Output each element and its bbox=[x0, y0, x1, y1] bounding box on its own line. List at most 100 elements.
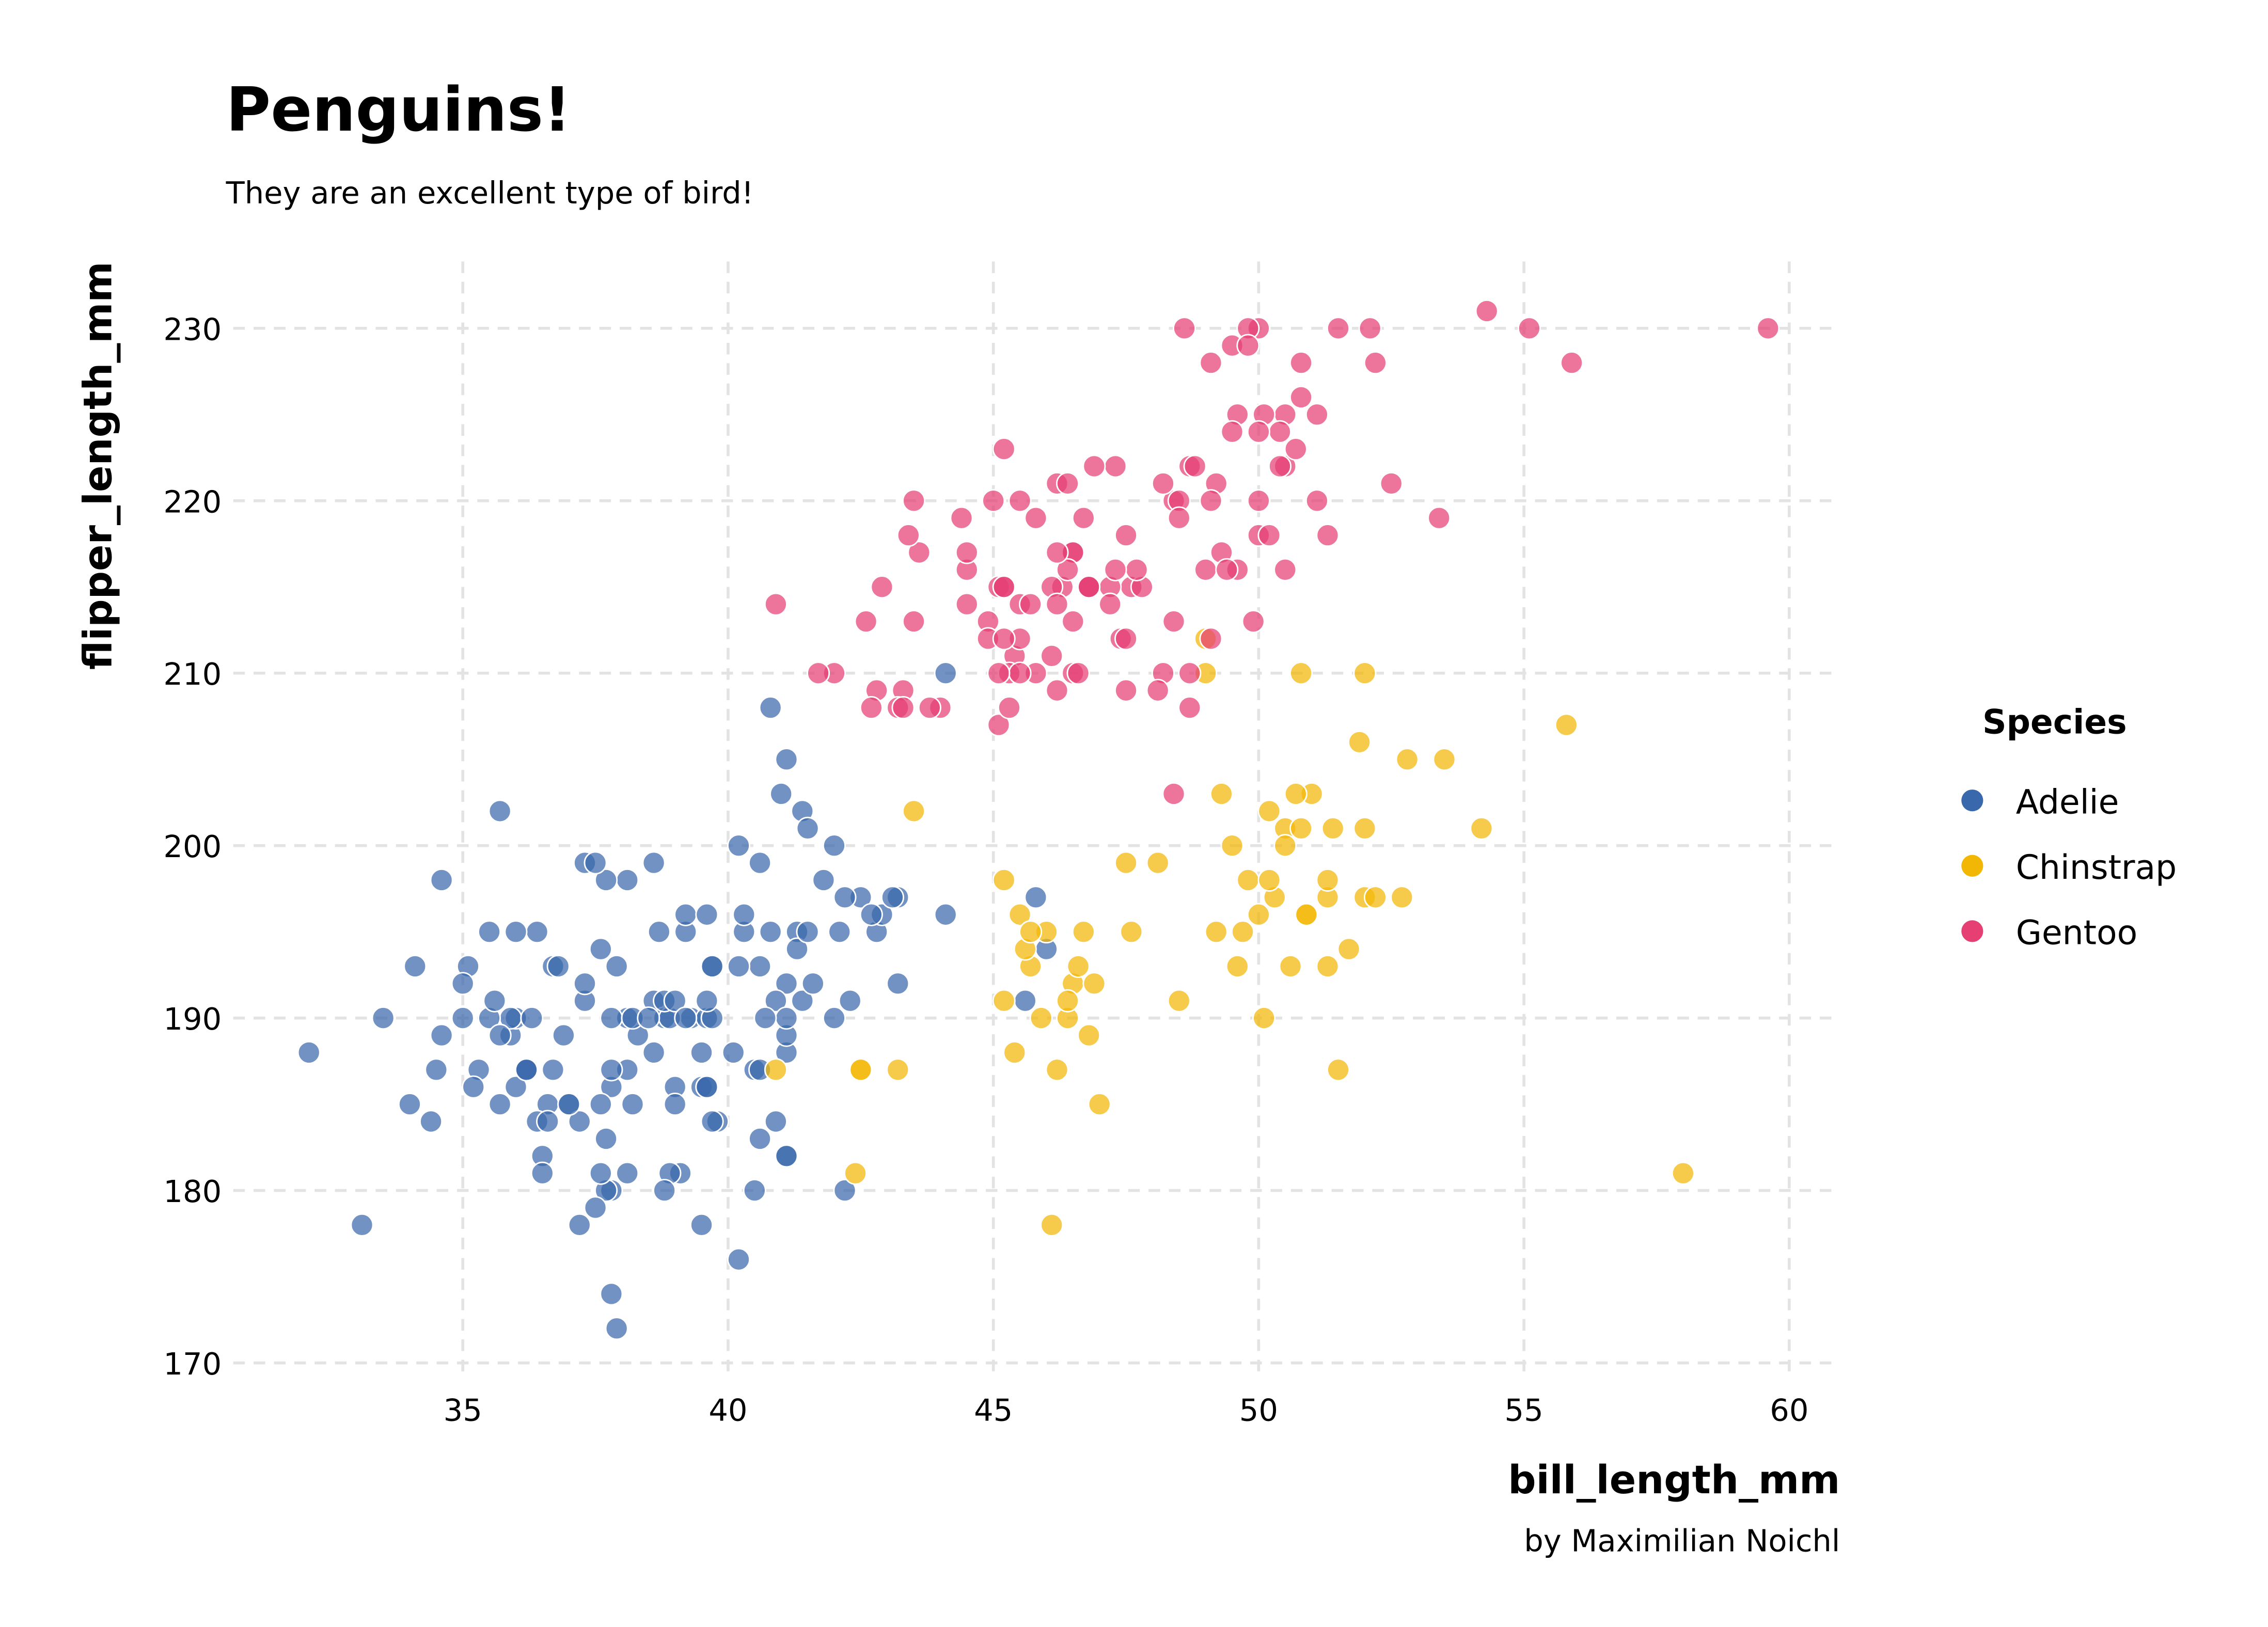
point-chinstrap bbox=[764, 1058, 788, 1082]
point-adelie bbox=[605, 954, 628, 978]
point-adelie bbox=[727, 834, 750, 858]
point-chinstrap bbox=[1321, 816, 1345, 840]
point-adelie bbox=[616, 1161, 639, 1185]
point-adelie bbox=[589, 1161, 612, 1185]
y-tick-label: 180 bbox=[163, 1174, 222, 1209]
point-gentoo bbox=[1220, 420, 1244, 444]
point-adelie bbox=[451, 1006, 475, 1030]
point-gentoo bbox=[1104, 454, 1127, 478]
point-chinstrap bbox=[1432, 748, 1456, 771]
x-tick-label: 45 bbox=[974, 1392, 1013, 1428]
point-adelie bbox=[695, 903, 719, 926]
point-chinstrap bbox=[1257, 799, 1281, 823]
point-gentoo bbox=[1326, 317, 1350, 340]
point-adelie bbox=[695, 989, 719, 1013]
point-chinstrap bbox=[1146, 851, 1170, 875]
y-tick-label: 230 bbox=[163, 311, 222, 347]
point-gentoo bbox=[1199, 627, 1223, 651]
x-tick-label: 50 bbox=[1239, 1392, 1278, 1428]
point-gentoo bbox=[950, 506, 973, 530]
point-adelie bbox=[520, 1006, 544, 1030]
x-tick-label: 60 bbox=[1770, 1392, 1808, 1428]
x-tick-label: 40 bbox=[708, 1392, 747, 1428]
point-adelie bbox=[759, 920, 782, 944]
point-gentoo bbox=[1045, 541, 1069, 564]
point-chinstrap bbox=[844, 1161, 868, 1185]
point-adelie bbox=[791, 989, 814, 1013]
point-gentoo bbox=[1045, 678, 1069, 702]
point-gentoo bbox=[1056, 471, 1080, 495]
point-chinstrap bbox=[1019, 920, 1043, 944]
point-gentoo bbox=[1268, 420, 1292, 444]
point-adelie bbox=[568, 1213, 591, 1237]
point-adelie bbox=[546, 954, 570, 978]
point-adelie bbox=[1024, 886, 1048, 909]
point-gentoo bbox=[1114, 678, 1138, 702]
point-chinstrap bbox=[1040, 1213, 1064, 1237]
point-adelie bbox=[419, 1110, 443, 1133]
point-adelie bbox=[727, 954, 750, 978]
point-chinstrap bbox=[886, 1058, 910, 1082]
point-adelie bbox=[605, 1317, 628, 1340]
point-adelie bbox=[653, 1179, 676, 1203]
point-adelie bbox=[637, 1006, 660, 1030]
point-adelie bbox=[880, 886, 904, 909]
point-chinstrap bbox=[992, 989, 1016, 1013]
point-adelie bbox=[647, 920, 671, 944]
point-chinstrap bbox=[1247, 903, 1270, 926]
point-adelie bbox=[616, 868, 639, 892]
point-chinstrap bbox=[1082, 972, 1106, 996]
point-adelie bbox=[589, 937, 612, 961]
point-adelie bbox=[430, 1023, 453, 1047]
point-adelie bbox=[424, 1058, 448, 1082]
point-adelie bbox=[371, 1006, 395, 1030]
point-chinstrap bbox=[1554, 713, 1578, 737]
point-gentoo bbox=[1289, 351, 1313, 375]
point-adelie bbox=[530, 1161, 554, 1185]
point-chinstrap bbox=[1390, 886, 1414, 909]
point-gentoo bbox=[902, 489, 926, 513]
point-adelie bbox=[600, 1006, 623, 1030]
point-adelie bbox=[674, 1006, 698, 1030]
y-tick-label: 190 bbox=[163, 1001, 222, 1037]
point-gentoo bbox=[1273, 558, 1297, 581]
point-gentoo bbox=[1247, 489, 1270, 513]
point-adelie bbox=[483, 989, 507, 1013]
point-gentoo bbox=[1077, 575, 1101, 599]
point-adelie bbox=[478, 920, 501, 944]
point-gentoo bbox=[1024, 506, 1048, 530]
point-chinstrap bbox=[1257, 868, 1281, 892]
legend-marker-chinstrap bbox=[1961, 855, 1983, 877]
point-adelie bbox=[350, 1213, 374, 1237]
point-gentoo bbox=[1114, 524, 1138, 547]
point-chinstrap bbox=[1289, 816, 1313, 840]
point-adelie bbox=[621, 1093, 644, 1116]
point-adelie bbox=[552, 1023, 575, 1047]
point-gentoo bbox=[764, 592, 788, 616]
point-chinstrap bbox=[1353, 661, 1377, 685]
legend: Species Adelie Chinstrap Gentoo bbox=[1961, 703, 2177, 953]
point-adelie bbox=[573, 972, 597, 996]
point-chinstrap bbox=[1120, 920, 1143, 944]
point-chinstrap bbox=[1295, 903, 1318, 926]
point-gentoo bbox=[1045, 592, 1069, 616]
point-gentoo bbox=[1061, 610, 1085, 634]
point-adelie bbox=[785, 937, 809, 961]
point-chinstrap bbox=[1231, 920, 1255, 944]
point-chinstrap bbox=[1204, 920, 1228, 944]
point-adelie bbox=[743, 1179, 766, 1203]
point-adelie bbox=[721, 1040, 745, 1064]
point-adelie bbox=[822, 1006, 846, 1030]
point-chinstrap bbox=[1220, 834, 1244, 858]
point-adelie bbox=[451, 972, 475, 996]
point-gentoo bbox=[1316, 524, 1340, 547]
point-gentoo bbox=[1475, 299, 1499, 323]
point-adelie bbox=[775, 748, 798, 771]
point-chinstrap bbox=[1056, 989, 1080, 1013]
point-gentoo bbox=[987, 661, 1011, 685]
y-tick-label: 200 bbox=[163, 829, 222, 864]
legend-label-adelie: Adelie bbox=[2016, 783, 2119, 822]
legend-marker-gentoo bbox=[1961, 920, 1983, 942]
point-adelie bbox=[764, 1110, 788, 1133]
